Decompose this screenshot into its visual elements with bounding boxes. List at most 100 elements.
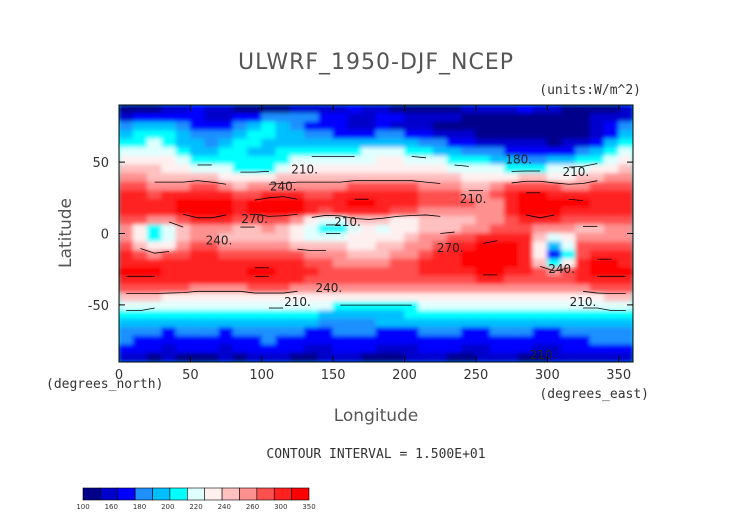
field-cell: [546, 275, 563, 286]
field-cell: [346, 241, 363, 252]
field-cell: [361, 267, 377, 277]
field-cell: [304, 215, 320, 226]
field-cell: [561, 275, 577, 286]
field-cell: [389, 181, 406, 192]
units-label: (units:W/m^2): [539, 83, 641, 98]
contour-line: [254, 196, 298, 201]
field-cell: [119, 164, 134, 175]
colorbar-label: 350: [302, 503, 315, 511]
field-cell: [318, 310, 334, 320]
field-cell: [375, 301, 391, 312]
field-cell: [375, 241, 391, 252]
field-cell: [204, 352, 220, 362]
field-cell: [189, 284, 206, 294]
field-cell: [461, 207, 477, 217]
field-cell: [318, 121, 334, 132]
field-cell: [147, 310, 163, 320]
field-cell: [119, 173, 134, 183]
field-cell: [204, 241, 220, 252]
field-cell: [361, 241, 377, 252]
field-cell: [532, 130, 548, 140]
colorbar-label: 260: [246, 503, 259, 511]
field-cell: [218, 233, 234, 243]
field-cell: [304, 113, 320, 123]
field-cell: [289, 344, 306, 354]
field-cell: [361, 138, 377, 149]
field-cell: [489, 327, 505, 337]
field-cell: [189, 207, 206, 217]
field-cell: [446, 284, 463, 294]
field-cell: [518, 352, 534, 362]
field-cell: [504, 267, 520, 277]
field-cell: [332, 113, 348, 123]
field-cell: [404, 335, 420, 346]
field-cell: [475, 207, 491, 217]
field-cell: [446, 121, 463, 132]
field-cell: [475, 215, 491, 226]
field-cell: [119, 275, 134, 286]
field-cell: [504, 275, 520, 286]
field-cell: [475, 284, 491, 294]
field-cell: [332, 173, 348, 183]
field-cell: [589, 121, 605, 132]
contour-line: [297, 248, 327, 252]
field-cell: [546, 327, 563, 337]
field-cell: [189, 198, 206, 209]
field-cell: [518, 224, 534, 234]
contour-line: [483, 240, 498, 244]
field-cell: [318, 241, 334, 252]
field-cell: [119, 138, 134, 149]
field-cell: [119, 181, 134, 192]
field-cell: [603, 327, 620, 337]
field-cell: [289, 105, 306, 115]
field-cell: [546, 173, 563, 183]
field-cell: [389, 224, 406, 234]
field-cell: [275, 335, 291, 346]
field-cell: [475, 258, 491, 269]
x-tick-label: 250: [464, 368, 489, 383]
field-cell: [532, 155, 548, 166]
field-cell: [418, 173, 434, 183]
field-cell: [318, 233, 334, 243]
field-cell: [161, 215, 177, 226]
field-cell: [318, 164, 334, 175]
field-cell: [618, 318, 633, 329]
field-cell: [247, 301, 263, 312]
field-cell: [575, 352, 591, 362]
field-cell: [346, 105, 363, 115]
field-cell: [432, 155, 448, 166]
field-cell: [504, 310, 520, 320]
field-cell: [389, 241, 406, 252]
field-cell: [561, 138, 577, 149]
field-cell: [332, 147, 348, 157]
field-cell: [375, 121, 391, 132]
field-cell: [389, 335, 406, 346]
field-cell: [332, 164, 348, 175]
field-cell: [618, 147, 633, 157]
field-cell: [475, 318, 491, 329]
field-cell: [289, 215, 306, 226]
field-cell: [404, 130, 420, 140]
field-cell: [346, 224, 363, 234]
field-cell: [446, 224, 463, 234]
field-cell: [261, 207, 277, 217]
colorbar-swatch: [291, 487, 310, 501]
field-cell: [132, 258, 149, 269]
field-cell: [132, 138, 149, 149]
field-cell: [532, 215, 548, 226]
field-cell: [389, 190, 406, 200]
field-cell: [232, 113, 248, 123]
field-cell: [461, 292, 477, 303]
field-cell: [161, 258, 177, 269]
field-cell: [304, 258, 320, 269]
field-cell: [289, 164, 306, 175]
field-cell: [119, 215, 134, 226]
field-cell: [489, 335, 505, 346]
field-cell: [589, 233, 605, 243]
field-cell: [504, 352, 520, 362]
field-cell: [589, 105, 605, 115]
field-cell: [161, 250, 177, 260]
field-cell: [432, 352, 448, 362]
field-cell: [189, 147, 206, 157]
field-cell: [119, 207, 134, 217]
